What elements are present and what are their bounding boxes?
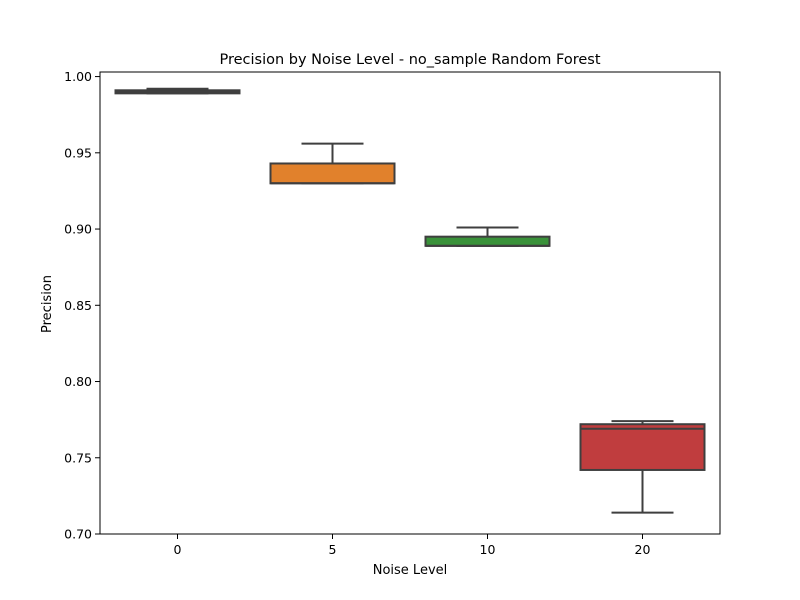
box-group-20 [579,420,706,514]
box-10 [424,235,551,247]
box-group-5 [269,142,396,185]
y-axis-label: Precision [40,275,55,333]
y-tick-label: 0.90 [64,222,92,237]
y-tick-label: 0.75 [64,450,92,465]
x-tick-label: 0 [174,542,182,557]
y-tick-label: 0.85 [64,298,92,313]
y-tick-label: 0.70 [64,527,92,542]
y-tick-label: 0.95 [64,145,92,160]
box-group-0 [114,87,241,95]
plot-area [114,87,706,514]
box-5 [269,162,396,185]
x-tick-label: 10 [480,542,496,557]
y-tick-label: 0.80 [64,374,92,389]
x-tick-label: 20 [635,542,651,557]
box-group-10 [424,226,551,247]
x-axis-label: Noise Level [373,563,448,578]
y-tick-label: 1.00 [64,69,92,84]
plot-frame [99,71,721,535]
box-20 [579,423,706,471]
y-axis: 0.70 0.75 0.80 0.85 0.90 0.95 1.00 [64,69,100,542]
chart-title: Precision by Noise Level - no_sample Ran… [219,52,600,68]
x-axis: 0 5 10 20 [174,534,651,557]
x-tick-label: 5 [329,542,337,557]
